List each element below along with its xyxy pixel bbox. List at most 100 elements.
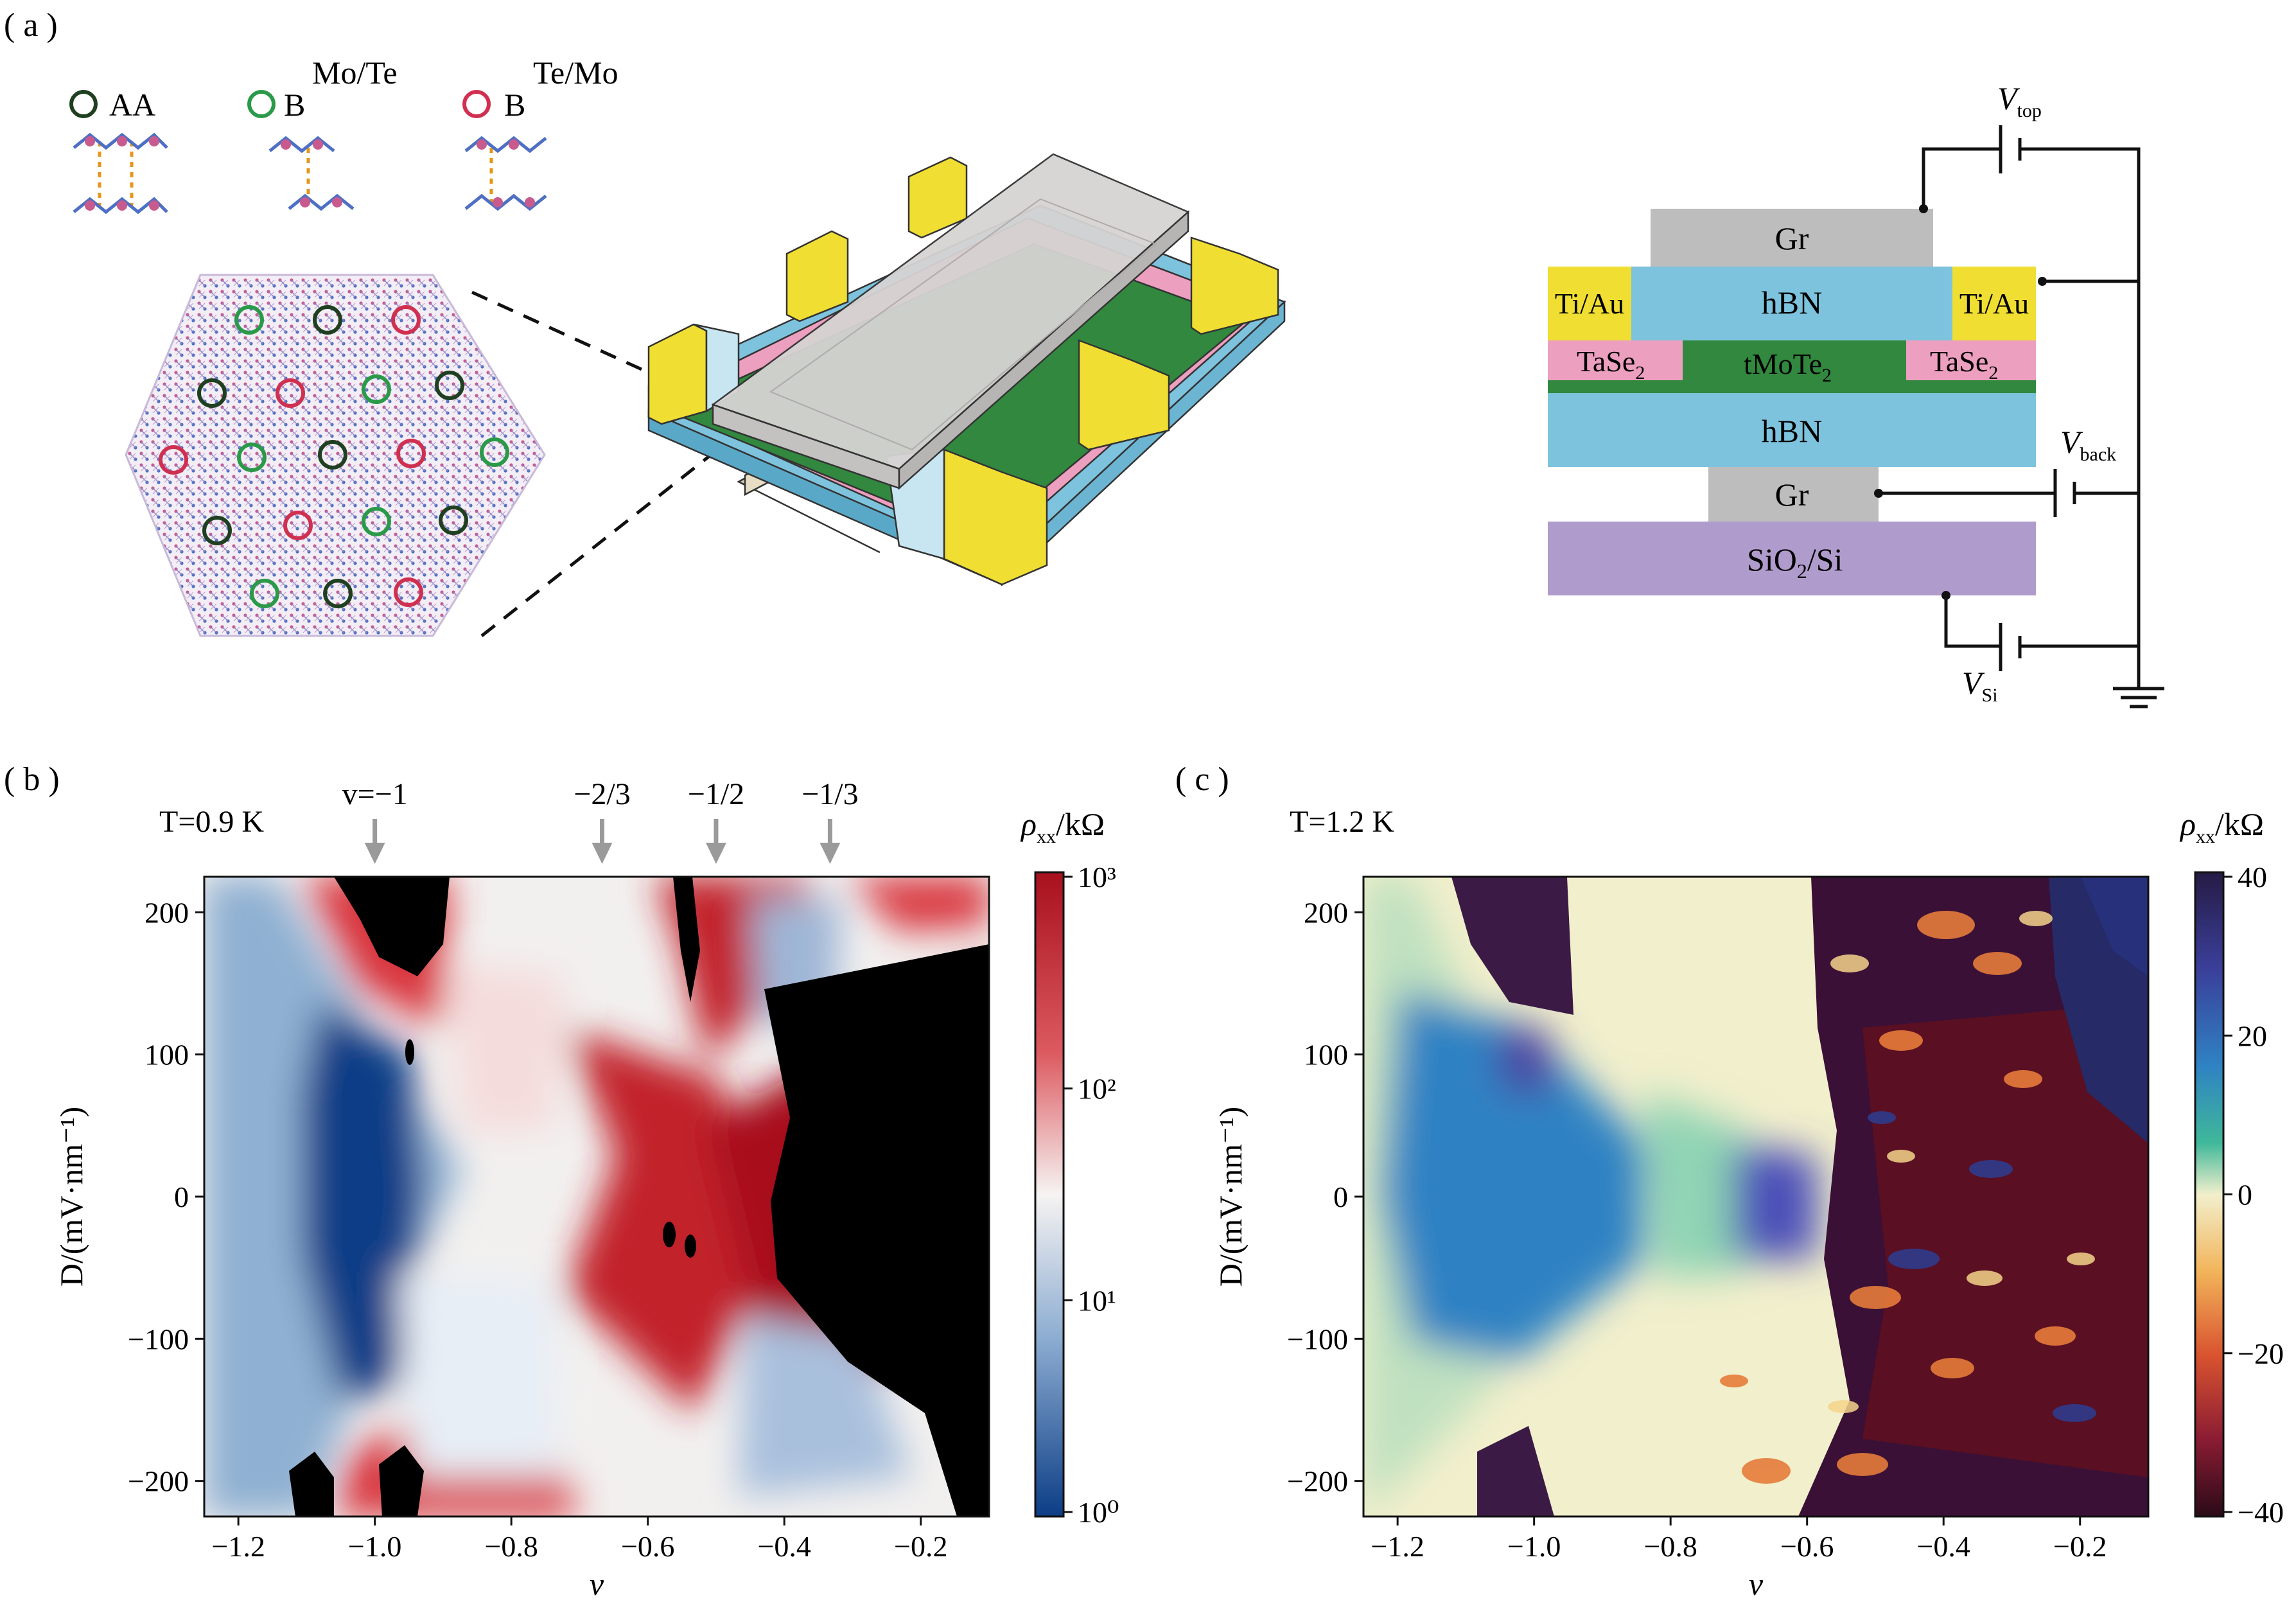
colorbar-tick-label-c: −40: [2238, 1496, 2284, 1529]
v-back-label: Vback: [2060, 424, 2116, 465]
y-tick-label-b: −100: [128, 1323, 189, 1355]
panel-b-temperature: T=0.9 K: [159, 805, 264, 839]
hbn-top-text: hBN: [1762, 285, 1822, 321]
sio2-layer: [1548, 522, 2036, 595]
arrow-label: −2/3: [574, 777, 630, 811]
x-tick-label-b: −1.2: [211, 1530, 265, 1563]
moire-lattice: [125, 274, 546, 637]
x-tick-label-b: −1.0: [348, 1530, 401, 1563]
x-axis-label-b: v: [590, 1566, 604, 1600]
tiau-right-text: Ti/Au: [1959, 287, 2029, 320]
arrow-label: −1/3: [802, 777, 858, 811]
x-tick-label-c: −0.2: [2053, 1530, 2107, 1563]
b-temo-crystal-icon: [464, 136, 547, 211]
colorbar-tick-label-c: 20: [2238, 1019, 2267, 1052]
panel-b-label: ( b ): [4, 761, 60, 798]
colorbar-c-title: ρxx/kΩ: [2179, 806, 2264, 847]
x-axis-label-c: v: [1749, 1566, 1764, 1600]
x-tick-label-c: −1.0: [1507, 1530, 1561, 1563]
axes-c: −1.2 −1.0 −0.8 −0.6 −0.4 −0.2 200 100 0 −100 −200 v…: [1213, 875, 2150, 1600]
colorbar-tick-label-c: −20: [2238, 1337, 2284, 1370]
x-tick-label-b: −0.2: [894, 1530, 947, 1563]
resonance-arrows: v=−1 −2/3 −1/2 −1/3: [342, 777, 859, 864]
cross-section: Gr Ti/Au Ti/Au hBN TaSe2 tMoTe2 TaSe2 hB…: [1548, 80, 2164, 708]
arrow-head-icon: [592, 843, 613, 864]
legend-b-temo: B Te/Mo: [462, 55, 618, 211]
legend-b-mote: B Mo/Te: [247, 55, 398, 211]
arrow-label: −1/2: [688, 777, 744, 811]
tase2-right-text: TaSe2: [1930, 345, 1998, 383]
b-temo-superscript: Te/Mo: [533, 55, 618, 91]
tase2-right-layer: [1906, 340, 2036, 380]
tase2-left-text: TaSe2: [1577, 345, 1645, 383]
sio2-text: SiO2/Si: [1747, 541, 1843, 583]
hbn-top-layer: [1631, 267, 1952, 340]
circuit-wires: [1879, 125, 2164, 708]
hbn-bottom-layer: [1548, 393, 2036, 467]
panel-c-temperature: T=1.2 K: [1290, 805, 1394, 839]
x-tick-label-c: −0.4: [1916, 1530, 1970, 1563]
aa-label: AA: [109, 87, 155, 123]
colorbar-b: [1034, 871, 1065, 1518]
legend-aa: AA: [69, 87, 168, 215]
aa-marker-icon: [69, 90, 98, 118]
v-top-label: Vtop: [1997, 80, 2042, 121]
tiau-left-layer: [1548, 267, 1631, 340]
b-mote-superscript: Mo/Te: [312, 55, 398, 91]
colorbar-b-ticks: 10³ 10² 10¹ 10⁰: [1064, 861, 1119, 1529]
colorbar-tick-label-b: 10³: [1078, 861, 1116, 893]
noise-region: [1451, 877, 2148, 1516]
zoom-line-top: [471, 290, 650, 374]
tiau-left-text: Ti/Au: [1555, 287, 1624, 320]
colorbar-tick-label-b: 10²: [1078, 1073, 1116, 1105]
gr-top-text: Gr: [1775, 220, 1809, 256]
x-tick-label-b: −0.8: [484, 1530, 538, 1563]
y-tick-label-c: 200: [1304, 896, 1348, 929]
x-tick-label-b: −0.4: [757, 1530, 811, 1563]
y-tick-label-c: 0: [1333, 1181, 1348, 1213]
tiau-right-layer: [1952, 267, 2036, 340]
tmote2-bottom-strip: [1548, 380, 2036, 393]
y-axis-label-b: D/(mV·nm⁻¹): [53, 1107, 89, 1287]
heatmap-b: [204, 877, 989, 1516]
circuit-nodes: [1874, 204, 2047, 600]
panel-a-label: ( a ): [4, 7, 58, 44]
y-tick-label-c: −200: [1287, 1465, 1348, 1498]
colorbar-b-title: ρxx/kΩ: [1020, 806, 1105, 847]
gr-top-layer: [1651, 209, 1933, 267]
gr-bottom-text: Gr: [1775, 477, 1809, 513]
hbn-bottom-text: hBN: [1762, 413, 1822, 449]
colorbar-c: [2194, 871, 2225, 1518]
gr-bottom-layer: [1708, 467, 1879, 522]
axes-b: −1.2 −1.0 −0.8 −0.6 −0.4 −0.2 200 100 0 −100 −200 v…: [53, 875, 990, 1600]
b-mote-label: B: [284, 87, 305, 123]
b-mote-marker-icon: [247, 90, 276, 118]
zoom-line-bottom: [480, 442, 727, 637]
colorbar-tick-label-c: 0: [2238, 1179, 2252, 1211]
tmote2-text: tMoTe2: [1744, 347, 1832, 386]
colorbar-tick-label-c: 40: [2238, 861, 2267, 893]
heatmap-c: [1363, 877, 2148, 1516]
b-temo-label: B: [504, 87, 525, 123]
arrow-head-icon: [705, 843, 726, 864]
x-tick-label-c: −0.8: [1643, 1530, 1697, 1563]
x-tick-label-c: −0.6: [1780, 1530, 1834, 1563]
y-tick-label-b: 200: [145, 896, 189, 929]
device-3d: [647, 153, 1286, 586]
x-tick-label-c: −1.2: [1371, 1530, 1424, 1563]
arrow-label: v=−1: [342, 777, 408, 811]
y-tick-label-c: −100: [1287, 1323, 1348, 1355]
aa-crystal-icon: [73, 132, 168, 215]
panel-c-label: ( c ): [1175, 761, 1229, 798]
stacking-legend: AA B Mo/Te B Te: [69, 55, 618, 215]
y-tick-label-b: 0: [174, 1181, 189, 1213]
x-tick-label-b: −0.6: [621, 1530, 674, 1563]
y-tick-label-c: 100: [1304, 1039, 1348, 1071]
arrow-head-icon: [819, 843, 841, 864]
colorbar-tick-label-b: 10⁰: [1078, 1496, 1119, 1529]
colorbar-c-ticks: 40 20 0 −20 −40: [2223, 861, 2284, 1529]
b-temo-marker-icon: [462, 90, 491, 118]
y-tick-label-b: 100: [145, 1039, 189, 1071]
colorbar-tick-label-b: 10¹: [1078, 1284, 1116, 1317]
